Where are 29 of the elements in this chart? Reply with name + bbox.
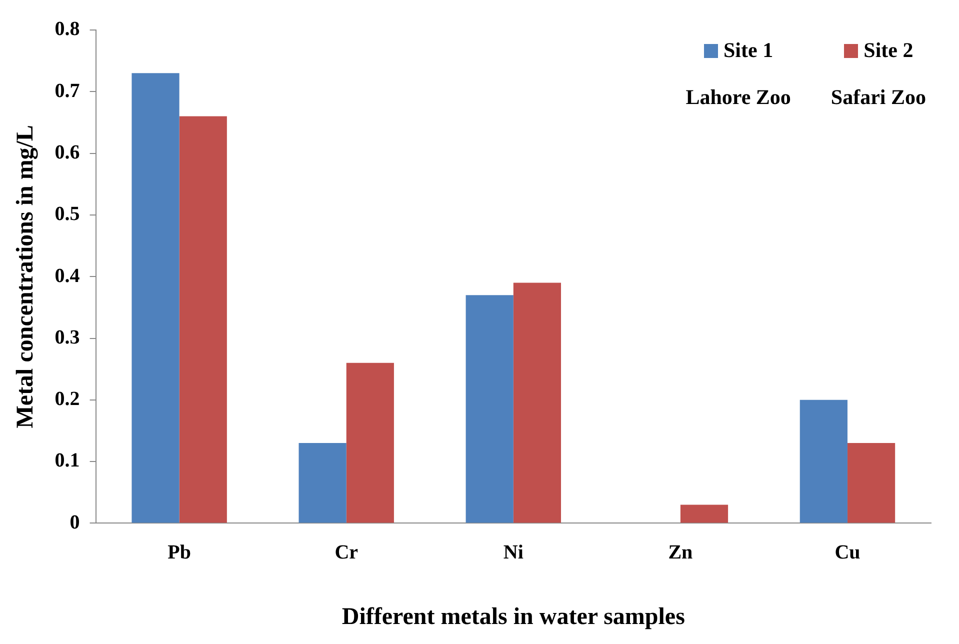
annotation: Lahore Zoo <box>686 85 791 110</box>
x-tick-label: Pb <box>168 541 191 564</box>
x-tick-label: Ni <box>503 541 524 564</box>
bar <box>800 400 848 523</box>
legend-label: Site 1 <box>724 38 774 63</box>
x-tick-label: Cu <box>834 541 860 564</box>
x-tick-label: Cr <box>334 541 358 564</box>
bar <box>132 73 180 523</box>
bar <box>466 295 514 523</box>
bar <box>847 443 896 523</box>
bar <box>179 116 227 523</box>
y-tick-label: 0.5 <box>54 203 80 226</box>
y-tick-label: 0.7 <box>54 80 80 102</box>
y-tick-label: 0.6 <box>54 141 80 164</box>
x-tick-label: Zn <box>668 541 693 564</box>
y-tick-label: 0.4 <box>54 264 80 287</box>
bar <box>513 282 562 523</box>
y-tick-label: 0.2 <box>54 388 80 410</box>
y-tick-label: 0 <box>70 511 80 534</box>
bar <box>680 504 728 523</box>
legend-label: Site 2 <box>864 38 914 63</box>
bar <box>346 362 394 523</box>
bar <box>298 443 346 523</box>
y-tick-label: 0.3 <box>54 326 80 348</box>
annotation: Safari Zoo <box>830 85 926 110</box>
x-axis-title: Different metals in water samples <box>342 604 685 630</box>
y-tick-label: 0.8 <box>54 18 80 40</box>
y-tick-label: 0.1 <box>54 450 80 472</box>
y-axis-title: Metal concentrations in mg/L <box>12 124 39 428</box>
